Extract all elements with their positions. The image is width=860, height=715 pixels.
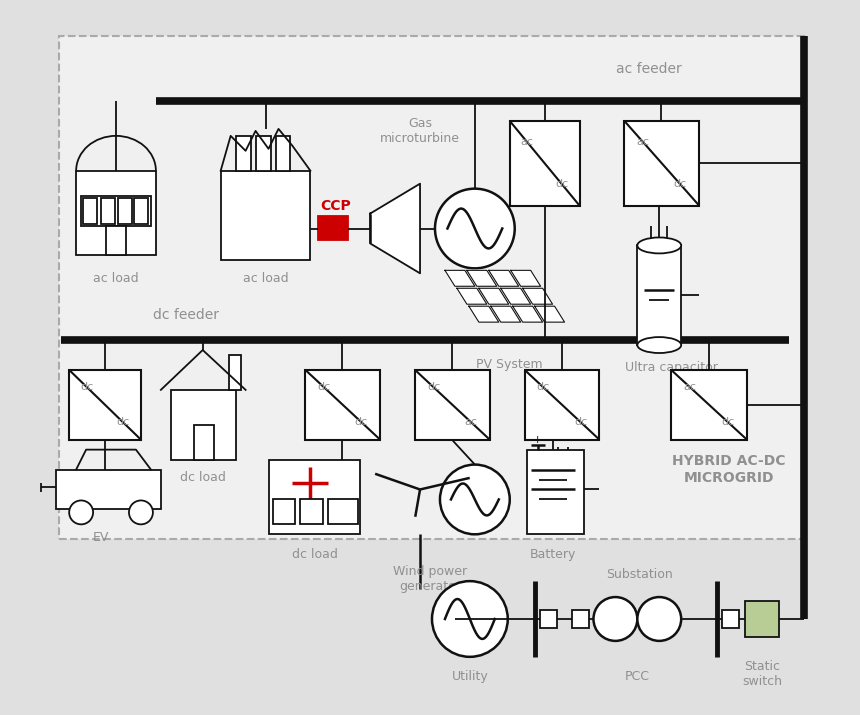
Text: dc load: dc load	[292, 548, 338, 561]
Text: -: -	[561, 435, 564, 445]
Polygon shape	[535, 306, 564, 322]
Bar	[300, 500, 323, 524]
Text: dc: dc	[355, 418, 368, 428]
Bar	[229, 355, 241, 390]
Bar	[637, 245, 681, 345]
Bar	[722, 610, 739, 628]
Polygon shape	[523, 288, 553, 304]
Ellipse shape	[593, 597, 637, 641]
Text: dc: dc	[574, 418, 587, 428]
Text: PCC: PCC	[625, 670, 650, 684]
Bar	[510, 121, 580, 206]
Text: ac: ac	[520, 137, 534, 147]
Bar	[59, 36, 804, 539]
Bar	[106, 225, 126, 255]
Text: HYBRID AC-DC
MICROGRID: HYBRID AC-DC MICROGRID	[673, 455, 786, 485]
Text: Substation: Substation	[606, 568, 673, 581]
Text: Battery: Battery	[530, 548, 576, 561]
Polygon shape	[479, 288, 509, 304]
Polygon shape	[491, 306, 520, 322]
Polygon shape	[469, 306, 499, 322]
Bar	[624, 121, 699, 206]
Polygon shape	[513, 306, 543, 322]
Bar	[56, 470, 161, 509]
Text: dc: dc	[116, 418, 130, 428]
Bar	[305, 370, 380, 440]
Polygon shape	[370, 184, 420, 273]
Text: dc: dc	[537, 383, 550, 393]
Text: Gas
microturbine: Gas microturbine	[380, 117, 460, 145]
Ellipse shape	[432, 581, 507, 657]
Text: dc: dc	[674, 179, 687, 189]
Bar	[81, 196, 150, 225]
Text: ac feeder: ac feeder	[617, 62, 682, 76]
Bar	[671, 370, 747, 440]
Text: ac: ac	[464, 418, 477, 428]
Bar	[539, 610, 556, 628]
Text: PV System: PV System	[476, 358, 543, 372]
Text: ac load: ac load	[243, 272, 288, 285]
Bar	[69, 370, 141, 440]
Text: dc: dc	[81, 383, 94, 393]
Bar	[318, 215, 348, 240]
Bar	[525, 370, 599, 440]
Text: dc: dc	[427, 383, 440, 393]
Bar	[329, 500, 359, 524]
Bar	[745, 601, 779, 637]
Bar	[101, 197, 115, 224]
Ellipse shape	[69, 500, 93, 524]
Text: dc: dc	[556, 179, 568, 189]
Text: dc feeder: dc feeder	[153, 308, 218, 322]
Text: ac: ac	[684, 383, 697, 393]
Text: ac load: ac load	[93, 272, 138, 285]
Text: Utility: Utility	[452, 670, 488, 684]
Ellipse shape	[440, 465, 510, 534]
Text: EV: EV	[93, 531, 109, 544]
Ellipse shape	[637, 337, 681, 353]
Bar	[572, 610, 589, 628]
Ellipse shape	[637, 237, 681, 253]
Text: Static
switch: Static switch	[742, 660, 782, 688]
Bar	[194, 425, 213, 460]
Bar	[118, 197, 132, 224]
Bar	[77, 171, 156, 255]
Text: +: +	[533, 435, 543, 445]
Text: dc load: dc load	[180, 471, 225, 484]
Bar	[171, 390, 236, 460]
Bar	[415, 370, 490, 440]
Bar	[275, 136, 291, 171]
Polygon shape	[501, 288, 531, 304]
Text: dc: dc	[317, 383, 331, 393]
Bar	[221, 171, 310, 260]
Polygon shape	[511, 270, 541, 286]
Ellipse shape	[435, 189, 515, 268]
Polygon shape	[467, 270, 497, 286]
Bar	[268, 460, 360, 534]
Bar	[526, 450, 585, 534]
Text: Ultra capacitor: Ultra capacitor	[624, 362, 717, 375]
Polygon shape	[457, 288, 487, 304]
Text: Wind power
generator: Wind power generator	[393, 565, 467, 593]
Text: ac: ac	[636, 137, 649, 147]
Ellipse shape	[129, 500, 153, 524]
Polygon shape	[488, 270, 519, 286]
Bar	[236, 136, 250, 171]
Text: CCP: CCP	[320, 199, 351, 212]
Text: dc: dc	[722, 418, 734, 428]
Bar	[273, 500, 296, 524]
Bar	[255, 136, 271, 171]
Ellipse shape	[637, 597, 681, 641]
Bar	[134, 197, 148, 224]
Polygon shape	[445, 270, 475, 286]
Bar	[83, 197, 97, 224]
